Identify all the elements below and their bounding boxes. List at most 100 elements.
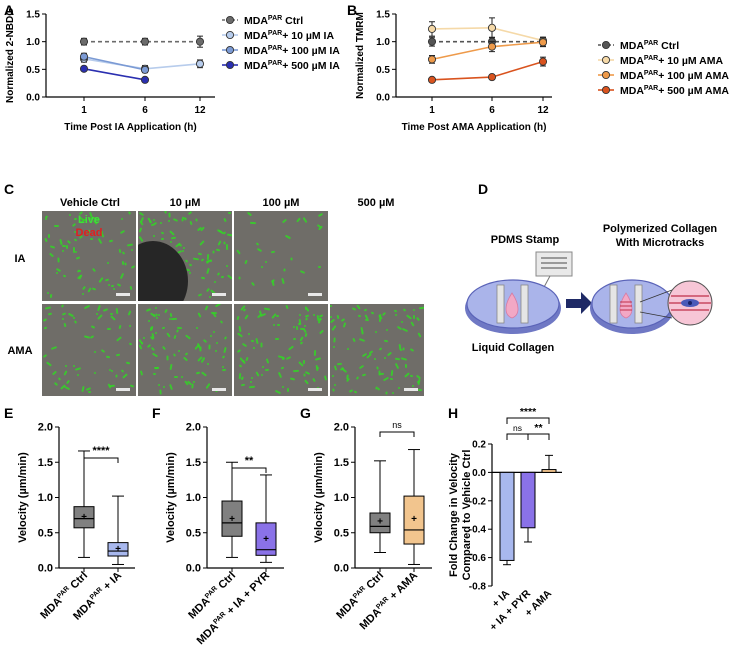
live-cell-dot [333, 337, 337, 343]
live-cell-dot [206, 362, 210, 365]
micrograph-ia-10um [138, 211, 232, 301]
live-cell-dot [65, 380, 70, 385]
line-chart-a: 0.0 0.5 1.0 1.5 1 6 12 Time Post IA Application… [5, 8, 340, 133]
y-tick-label: 1.0 [26, 37, 40, 48]
y-tick-label: 0.0 [376, 93, 390, 104]
x-axis-label: Time Post AMA Application (h) [402, 122, 547, 133]
live-cell-dot [127, 310, 131, 316]
legend-marker [601, 55, 611, 65]
live-cell-dot [286, 387, 290, 392]
live-cell-dot [221, 365, 225, 369]
microtrack-zoom-icon [667, 280, 713, 326]
micrograph-ama-100um [234, 304, 328, 396]
live-cell-dot [54, 225, 60, 228]
live-cell-dot [81, 285, 87, 291]
live-cell-dot [155, 307, 158, 310]
micrograph-ama-500um [330, 304, 424, 396]
significance-bracket: **** [83, 445, 119, 463]
live-cell-dot [204, 305, 209, 311]
live-cell-dot [305, 371, 311, 376]
live-cell-dot [64, 364, 68, 368]
live-cell-dot [188, 263, 193, 266]
legend-entry: MDAPAR+ 500 µM AMA [620, 85, 729, 97]
y-tick-label: -0.6 [469, 553, 487, 564]
box-mean-marker: + [377, 516, 383, 527]
live-cell-dot [61, 249, 65, 252]
live-cell-dot [149, 327, 153, 332]
live-cell-dot [164, 308, 169, 313]
legend-entry: MDAPAR+ 100 µM IA [244, 45, 340, 57]
live-cell-dot [116, 335, 123, 342]
live-cell-dot [406, 314, 413, 320]
live-cell-dot [43, 326, 47, 330]
live-cell-dot [81, 385, 86, 392]
live-cell-dot [251, 340, 255, 343]
box-iqr [73, 506, 95, 529]
live-cell-dot [242, 308, 247, 312]
bracket-line [506, 433, 529, 440]
live-cell-dot [73, 320, 77, 324]
scale-bar [308, 388, 322, 391]
live-cell-dot [74, 366, 82, 371]
live-cell-dot [169, 230, 175, 237]
live-cell-dot [416, 316, 421, 321]
legend-marker [601, 85, 611, 95]
live-cell-dot [252, 346, 256, 350]
live-cell-dot [314, 350, 317, 357]
panel-c-row-ia: IA [15, 253, 26, 265]
bar-0: + IA [490, 471, 515, 610]
live-cell-dot [236, 349, 242, 354]
live-cell-dot [114, 374, 118, 378]
live-cell-dot [336, 314, 340, 320]
x-tick-label: 1 [429, 105, 435, 116]
live-cell-dot [115, 353, 120, 357]
polymerized-collagen-dish-icon [590, 279, 674, 334]
live-cell-dot [348, 389, 353, 394]
live-cell-dot [402, 308, 407, 312]
live-cell-dot [105, 278, 110, 282]
live-cell-dot [169, 363, 173, 370]
panel-letter-c: C [4, 181, 14, 197]
live-cell-dot [274, 337, 279, 341]
live-cell-dot [189, 220, 193, 225]
live-cell-dot [61, 317, 65, 320]
bar-chart-h: 0.2 0.0 -0.2 -0.4 -0.6 -0.8 Fold Change in Vel… [448, 406, 562, 633]
live-cell-dot [247, 332, 250, 336]
live-cell-dot [299, 327, 305, 330]
live-cell-dot [147, 319, 151, 323]
live-cell-dot [200, 258, 205, 262]
live-cell-dot [240, 377, 243, 380]
live-cell-dot [95, 313, 98, 316]
box-chart-g: 0.0 0.5 1.0 1.5 2.0 Velocity (µm/min) +MDAPAR … [313, 420, 432, 632]
data-point [195, 59, 205, 68]
live-cell-dot [312, 314, 316, 317]
live-cell-dot [418, 306, 424, 310]
live-cell-dot [225, 243, 228, 250]
x-axis-label: Time Post IA Application (h) [64, 122, 196, 133]
live-cell-dot [155, 316, 159, 320]
live-cell-dot [209, 334, 213, 338]
live-cell-dot [409, 374, 414, 377]
box-iqr [107, 542, 129, 557]
live-cell-dot [263, 307, 270, 311]
live-cell-dot [47, 312, 53, 316]
live-cell-dot [417, 378, 421, 385]
panel-c-header-100um: 100 µM [263, 197, 300, 209]
live-cell-dot [333, 383, 336, 387]
data-point [427, 75, 437, 84]
live-cell-dot [211, 250, 215, 254]
series-2 [427, 37, 548, 64]
live-cell-dot [182, 246, 186, 250]
live-cell-dot [215, 248, 220, 252]
polymerized-collagen-label: Polymerized Collagen [603, 223, 718, 235]
series-1 [427, 17, 548, 45]
series-0 [79, 35, 205, 48]
live-cell-dot [173, 353, 177, 357]
live-cell-dot [109, 314, 116, 321]
live-cell-dot [393, 309, 398, 312]
y-tick-label: 0.0 [472, 468, 486, 479]
x-tick-label: 12 [537, 105, 549, 116]
panel-letter-b: B [347, 2, 357, 18]
y-tick-label: 2.0 [38, 422, 53, 434]
